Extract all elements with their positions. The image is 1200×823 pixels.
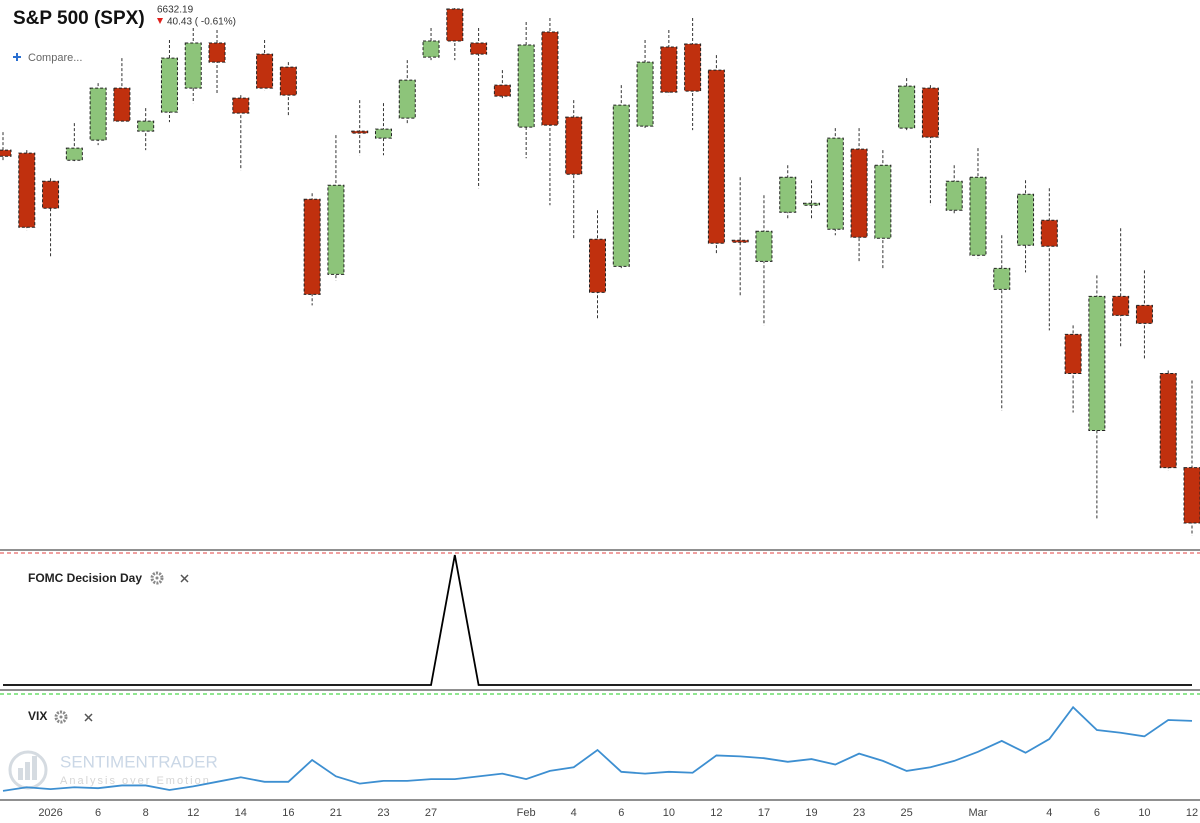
candle-body xyxy=(707,69,725,244)
candle-body xyxy=(113,87,131,122)
candle-body xyxy=(826,137,844,230)
candle-body xyxy=(137,120,155,132)
close-icon[interactable] xyxy=(84,713,93,722)
x-tick-label: 23 xyxy=(853,807,865,819)
candle-body xyxy=(42,180,60,209)
chart-title: S&P 500 (SPX) xyxy=(13,8,145,29)
candle-body xyxy=(945,180,963,211)
candle-body xyxy=(374,128,392,139)
x-tick-label: 14 xyxy=(235,807,247,819)
candle-body xyxy=(731,239,749,243)
candle-body xyxy=(0,149,12,157)
candle-body xyxy=(565,116,583,175)
compare-label[interactable]: Compare... xyxy=(28,52,82,64)
candle-body xyxy=(874,164,892,239)
compare-button[interactable]: Compare... xyxy=(13,52,82,64)
close-icon[interactable] xyxy=(180,574,189,583)
candle-body xyxy=(1088,295,1106,432)
candle-body xyxy=(517,44,535,128)
candle-body xyxy=(779,176,797,213)
x-tick-label: 6 xyxy=(618,807,624,819)
candle-body xyxy=(1064,333,1082,374)
x-tick-label: 25 xyxy=(901,807,913,819)
watermark: SENTIMENTRADER Analysis over Emotion xyxy=(8,750,218,790)
candle-body xyxy=(398,79,416,119)
candle-body xyxy=(422,40,440,58)
x-tick-label: 27 xyxy=(425,807,437,819)
x-tick-label: 8 xyxy=(143,807,149,819)
candle-body xyxy=(65,147,83,161)
down-arrow xyxy=(157,18,163,24)
candle-body xyxy=(755,230,773,262)
candle-body xyxy=(612,104,630,267)
candle-body xyxy=(589,238,606,293)
candle-body xyxy=(470,42,488,55)
x-tick-label: Feb xyxy=(517,807,536,819)
x-tick-label: 17 xyxy=(758,807,770,819)
x-tick-label: 12 xyxy=(1186,807,1198,819)
candle-body xyxy=(921,87,939,138)
candle-body xyxy=(208,42,226,63)
x-tick-label: 2026 xyxy=(38,807,62,819)
x-tick-label: 19 xyxy=(805,807,817,819)
watermark-text: SENTIMENTRADER xyxy=(60,752,218,771)
candle-body xyxy=(160,57,178,113)
x-tick-label: 4 xyxy=(571,807,577,819)
candle-body xyxy=(351,130,369,134)
candle-body xyxy=(18,152,36,228)
x-tick-label: 12 xyxy=(187,807,199,819)
candle-body xyxy=(446,8,464,42)
candle-body xyxy=(1040,219,1058,247)
candle-body xyxy=(898,85,916,129)
candle-body xyxy=(993,267,1011,290)
x-tick-label: 6 xyxy=(95,807,101,819)
candle-body xyxy=(184,42,202,89)
candle-body xyxy=(303,198,321,295)
candle-body xyxy=(89,87,107,141)
settings-icon[interactable] xyxy=(150,571,164,585)
candle-body xyxy=(493,84,511,97)
x-tick-label: 12 xyxy=(710,807,722,819)
candle-body xyxy=(1159,372,1177,469)
x-tick-label: 6 xyxy=(1094,807,1100,819)
candle-body xyxy=(850,148,868,238)
x-tick-label: 21 xyxy=(330,807,342,819)
price: 6632.19 xyxy=(157,5,194,16)
candle-body xyxy=(327,184,345,275)
panel-title: VIX xyxy=(28,709,47,723)
candle-body xyxy=(803,202,821,206)
line xyxy=(2,705,1193,792)
candle-body xyxy=(541,31,559,126)
candle-body xyxy=(636,61,654,127)
panel-title: FOMC Decision Day xyxy=(28,571,142,585)
candle-body xyxy=(232,97,250,114)
x-tick-label: 4 xyxy=(1046,807,1052,819)
candle-body xyxy=(969,176,987,256)
price-change: 40.43 ( -0.61%) xyxy=(167,17,236,28)
x-tick-label: Mar xyxy=(969,807,988,819)
candle-body xyxy=(1017,193,1035,246)
candle-body xyxy=(1112,295,1130,316)
x-tick-label: 16 xyxy=(282,807,294,819)
x-tick-label: 10 xyxy=(1138,807,1150,819)
line xyxy=(3,554,1192,686)
candle-body xyxy=(1135,304,1153,324)
settings-icon[interactable] xyxy=(54,710,68,724)
candle-body xyxy=(279,66,297,96)
candle-body xyxy=(684,43,702,92)
x-tick-label: 23 xyxy=(377,807,389,819)
x-tick-label: 10 xyxy=(663,807,675,819)
candle-body xyxy=(256,53,274,89)
candle-body xyxy=(660,46,678,93)
watermark-tagline: Analysis over Emotion xyxy=(60,775,211,787)
candle-body xyxy=(1183,467,1200,524)
